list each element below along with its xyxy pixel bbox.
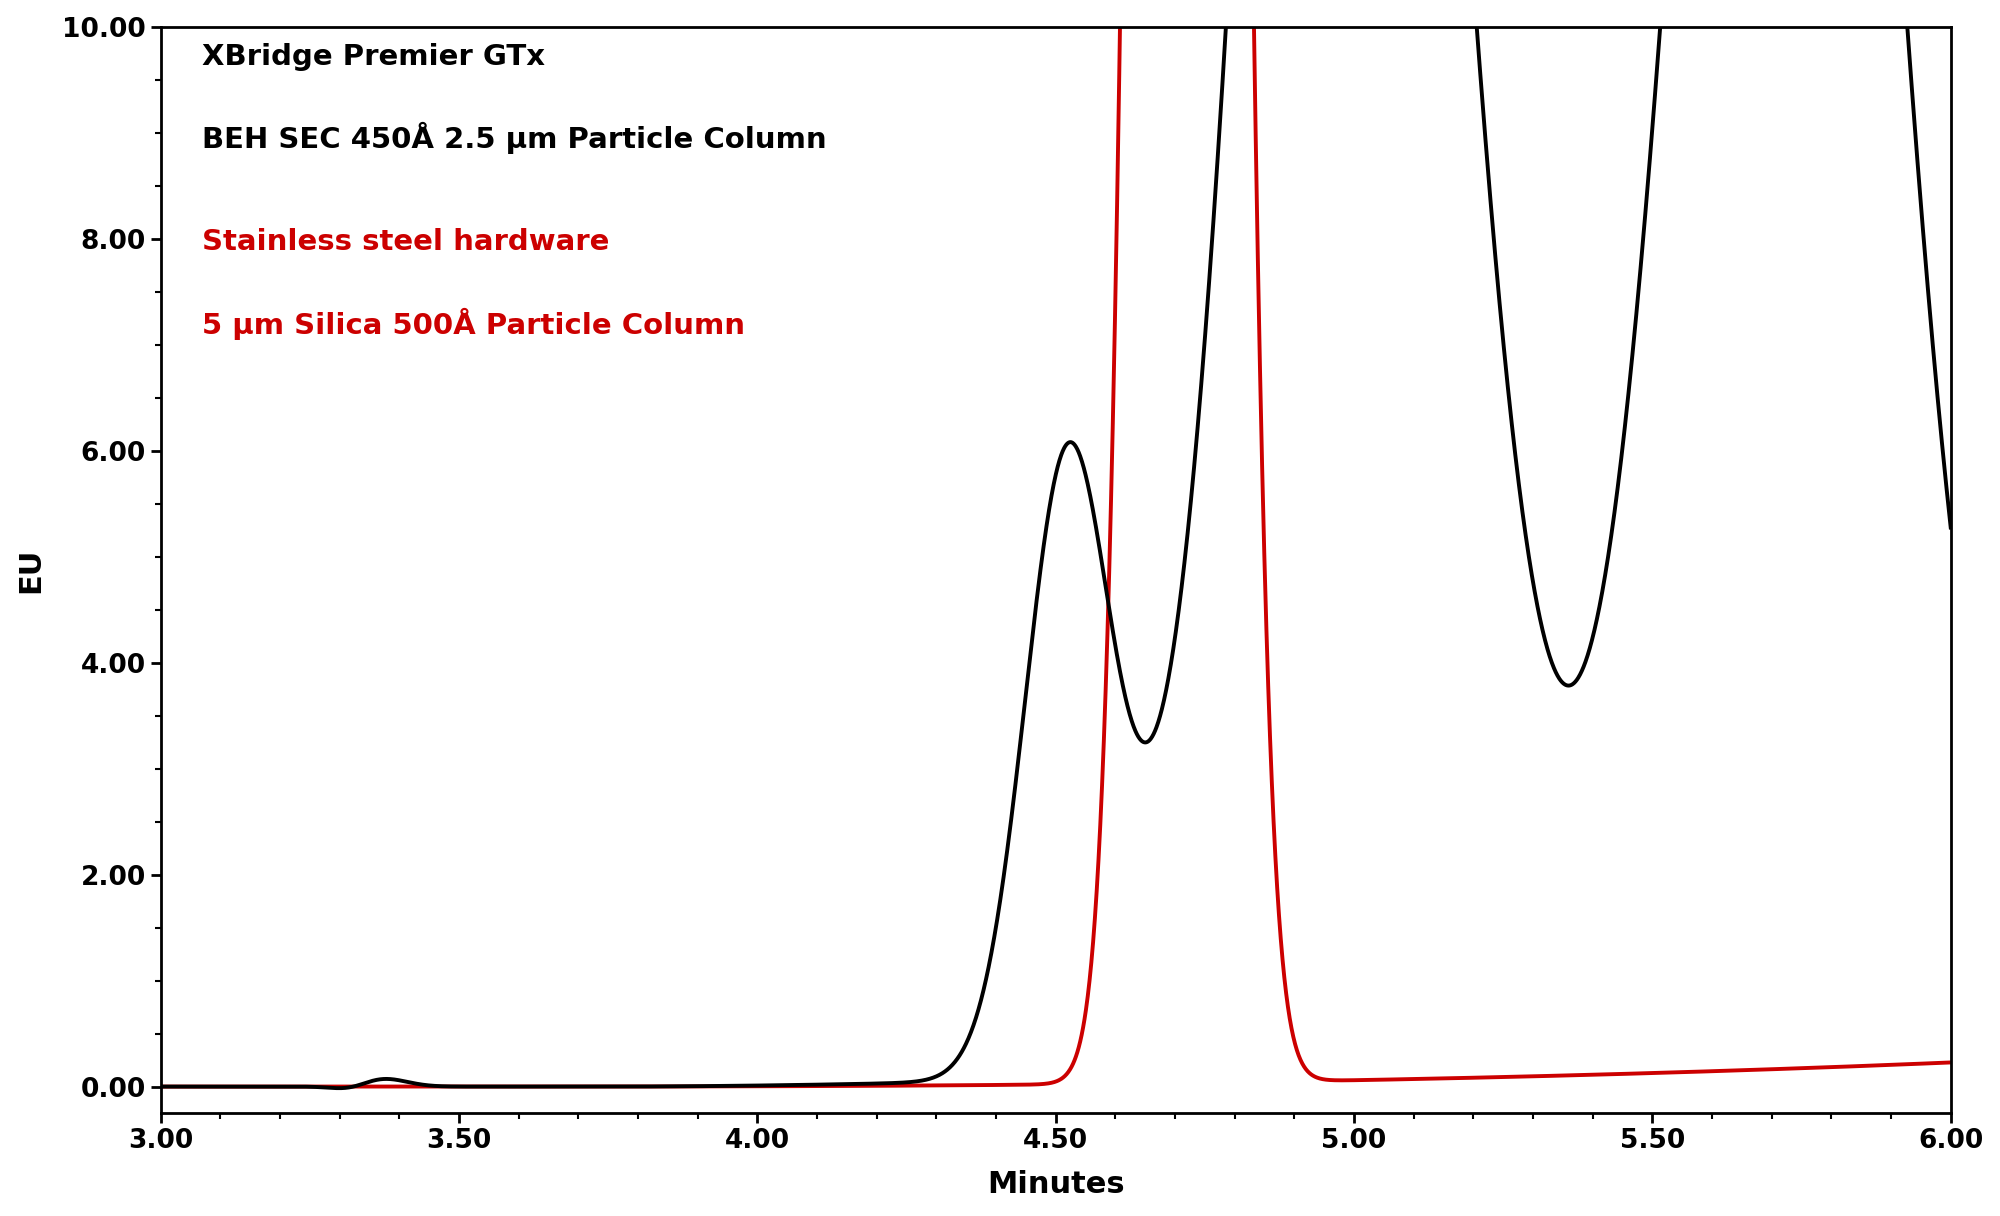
Text: BEH SEC 450Å 2.5 μm Particle Column: BEH SEC 450Å 2.5 μm Particle Column	[202, 122, 828, 154]
Text: Stainless steel hardware: Stainless steel hardware	[202, 229, 610, 257]
Y-axis label: EU: EU	[16, 547, 46, 592]
Text: 5 μm Silica 500Å Particle Column: 5 μm Silica 500Å Particle Column	[202, 308, 746, 339]
Text: XBridge Premier GTx: XBridge Premier GTx	[202, 43, 546, 71]
X-axis label: Minutes: Minutes	[986, 1170, 1124, 1199]
